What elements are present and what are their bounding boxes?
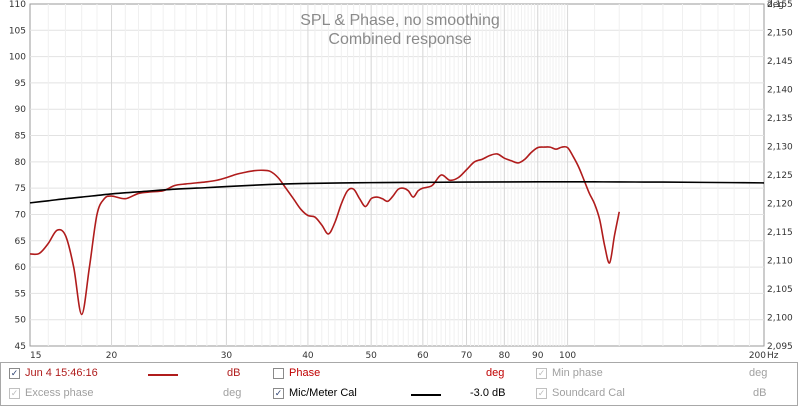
legend-row-2: ✓ Excess phase deg ✓ Mic/Meter Cal -3.0 … <box>1 385 800 405</box>
x-tick-label: 70 <box>461 351 473 361</box>
chart-subtitle: Combined response <box>328 31 471 48</box>
y2-tick-label: 2,120 <box>767 200 793 210</box>
y-axis-left: 45 50 55 60 65 70 75 80 85 90 95 100 105 110 <box>9 0 26 352</box>
excess-phase-checkbox[interactable]: ✓ <box>9 388 20 399</box>
mic-cal-line <box>29 181 765 204</box>
plot-area[interactable] <box>29 3 765 347</box>
y-tick-label: 70 <box>15 210 27 220</box>
mic-cal-value: -3.0 dB <box>470 387 506 399</box>
grid <box>30 4 764 346</box>
legend-panel: ✓ Jun 4 15:46:16 dB Phase deg ✓ Min phas… <box>0 362 798 406</box>
y2-tick-label: 2,125 <box>767 171 793 181</box>
measurement-checkbox[interactable]: ✓ <box>9 368 20 379</box>
phase-label: Phase <box>289 367 321 379</box>
spl-phase-chart: 45 50 55 60 65 70 75 80 85 90 95 100 105 110 2,095 2,1… <box>9 0 793 361</box>
x-tick-label: 80 <box>499 351 511 361</box>
min-phase-label: Min phase <box>552 367 603 379</box>
y2-tick-label: 2,105 <box>767 285 793 295</box>
series <box>29 145 765 316</box>
y-axis-right: 2,095 2,100 2,105 2,110 2,115 2,120 2,125 2,130… <box>767 0 793 352</box>
x-unit-label: Hz <box>767 351 779 361</box>
measurement-label: Jun 4 15:46:16 <box>25 367 98 379</box>
x-tick-label: 200 <box>749 351 766 361</box>
x-tick-label: 60 <box>417 351 429 361</box>
y-tick-label: 95 <box>15 79 26 89</box>
y2-tick-label: 2,100 <box>767 314 793 324</box>
y2-tick-label: 2,130 <box>767 143 793 153</box>
mic-cal-label: Mic/Meter Cal <box>289 387 357 399</box>
x-tick-label: 90 <box>532 351 544 361</box>
x-tick-label: 40 <box>302 351 314 361</box>
y2-tick-label: 2,150 <box>767 29 793 39</box>
y-tick-label: 100 <box>9 53 26 63</box>
y2-tick-label: 2,140 <box>767 86 793 96</box>
soundcard-cal-checkbox[interactable]: ✓ <box>536 388 547 399</box>
y2-tick-label: 2,145 <box>767 57 793 67</box>
y-tick-label: 80 <box>15 158 27 168</box>
excess-phase-label: Excess phase <box>25 387 94 399</box>
y-tick-label: 105 <box>9 26 26 36</box>
y-tick-label: 60 <box>15 263 27 273</box>
y2-tick-label: 2,095 <box>767 342 793 352</box>
soundcard-cal-unit: dB <box>753 387 767 399</box>
y-tick-label: 85 <box>15 132 26 142</box>
x-tick-label: 20 <box>106 351 118 361</box>
min-phase-unit: deg <box>749 367 768 379</box>
y-tick-label: 55 <box>15 289 26 299</box>
y-tick-label: 110 <box>9 0 26 10</box>
phase-checkbox[interactable] <box>273 368 284 379</box>
y-tick-label: 90 <box>15 105 27 115</box>
y2-tick-label: 2,115 <box>767 228 793 238</box>
measurement-line-swatch <box>148 374 178 376</box>
y2-tick-label: 2,110 <box>767 257 793 267</box>
y-tick-label: 45 <box>15 342 26 352</box>
x-tick-label: 30 <box>221 351 233 361</box>
y-tick-label: 65 <box>15 237 26 247</box>
x-tick-label: 100 <box>559 351 576 361</box>
y2-tick-label: 2,155 <box>767 0 793 10</box>
y2-unit-label: deg <box>767 0 784 10</box>
y-tick-label: 50 <box>15 316 27 326</box>
spl-measurement-line <box>29 145 621 316</box>
legend-row-1: ✓ Jun 4 15:46:16 dB Phase deg ✓ Min phas… <box>1 365 800 385</box>
x-axis: 15 20 30 40 50 60 70 80 90 100 200 Hz <box>30 351 779 361</box>
excess-phase-unit: deg <box>223 387 242 399</box>
phase-unit: deg <box>486 367 505 379</box>
chart-title: SPL & Phase, no smoothing <box>300 12 500 29</box>
soundcard-cal-label: Soundcard Cal <box>552 387 625 399</box>
measurement-unit: dB <box>227 367 241 379</box>
x-tick-label: 15 <box>30 351 41 361</box>
mic-cal-line-swatch <box>411 394 441 396</box>
min-phase-checkbox[interactable]: ✓ <box>536 368 547 379</box>
y2-tick-label: 2,135 <box>767 114 793 124</box>
x-tick-label: 50 <box>365 351 377 361</box>
mic-cal-checkbox[interactable]: ✓ <box>273 388 284 399</box>
y-tick-label: 75 <box>15 184 26 194</box>
